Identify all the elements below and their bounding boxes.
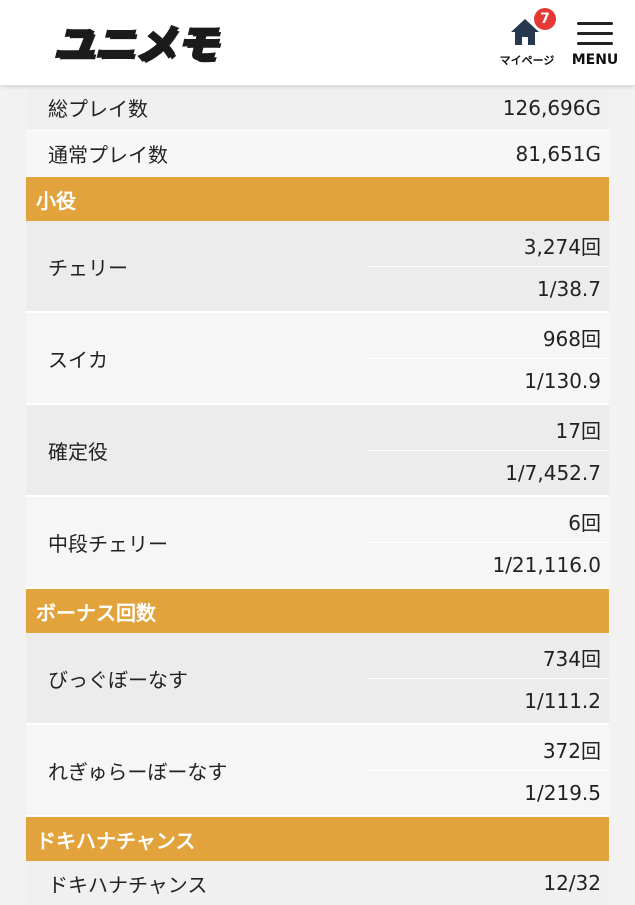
stat-row-big-bonus: びっぐぼーなす 734回 1/111.2 [26, 633, 609, 725]
menu-label: MENU [571, 52, 619, 68]
section-header-bonus: ボーナス回数 [26, 589, 609, 633]
row-count: 3,274回 [523, 235, 601, 259]
mypage-button[interactable]: 7 マイページ [500, 6, 556, 72]
section-header-dokihana: ドキハナチャンス [26, 817, 609, 861]
summary-row-normal-plays: 通常プレイ数 81,651G [26, 131, 609, 177]
row-label: びっぐぼーなす [48, 667, 188, 692]
row-rate: 1/219.5 [524, 781, 601, 805]
home-icon [511, 19, 539, 45]
site-header: ユニメモ 7 マイページ MENU [0, 0, 635, 85]
row-count: 6回 [568, 511, 601, 535]
notification-badge: 7 [534, 8, 556, 30]
row-count: 372回 [542, 739, 601, 763]
row-value: 12/32 [543, 871, 601, 895]
row-label: 通常プレイ数 [48, 143, 168, 167]
stat-row-kakuteiyaku: 確定役 17回 1/7,452.7 [26, 405, 609, 497]
row-label: 確定役 [48, 439, 108, 464]
row-label: スイカ [48, 347, 108, 372]
row-label: ドキハナチャンス [48, 872, 208, 897]
row-rate: 1/7,452.7 [505, 461, 601, 485]
stat-row-dokihana-chance: ドキハナチャンス 12/32 [26, 861, 609, 905]
logo-text: ユニメモ [53, 21, 219, 70]
row-label: チェリー [48, 255, 128, 280]
row-rate: 1/38.7 [537, 277, 601, 301]
menu-button[interactable]: MENU [572, 20, 618, 72]
row-label: 総プレイ数 [48, 97, 148, 121]
site-logo[interactable]: ユニメモ [30, 14, 242, 70]
row-count: 734回 [542, 647, 601, 671]
stats-table: 総プレイ数 126,696G 通常プレイ数 81,651G 小役 チェリー 3,… [26, 85, 609, 905]
row-rate: 1/130.9 [524, 369, 601, 393]
row-count: 17回 [555, 419, 601, 443]
stat-row-suika: スイカ 968回 1/130.9 [26, 313, 609, 405]
row-rate: 1/21,116.0 [492, 553, 601, 577]
mypage-label: マイページ [499, 54, 555, 67]
stat-row-cherry: チェリー 3,274回 1/38.7 [26, 221, 609, 313]
summary-row-total-plays: 総プレイ数 126,696G [26, 85, 609, 131]
hamburger-icon [577, 22, 613, 46]
row-count: 968回 [542, 327, 601, 351]
row-label: れぎゅらーぼーなす [48, 759, 228, 784]
section-header-koyaku: 小役 [26, 177, 609, 221]
stat-row-regular-bonus: れぎゅらーぼーなす 372回 1/219.5 [26, 725, 609, 817]
stat-row-chudan-cherry: 中段チェリー 6回 1/21,116.0 [26, 497, 609, 589]
row-label: 中段チェリー [48, 531, 168, 556]
row-value: 81,651G [515, 141, 601, 166]
row-value: 126,696G [502, 95, 601, 120]
row-rate: 1/111.2 [524, 689, 601, 713]
